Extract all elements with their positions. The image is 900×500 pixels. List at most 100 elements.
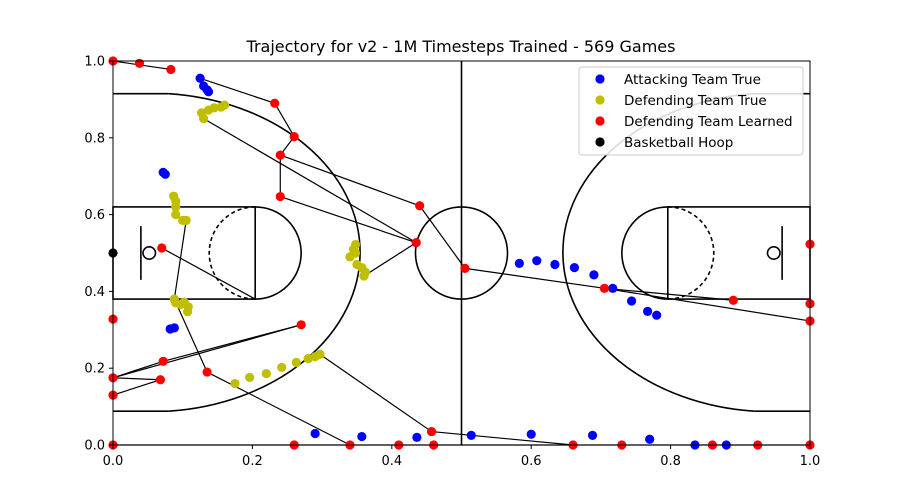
trajectory-lines: [112, 60, 811, 446]
defending-team-true-point: [199, 114, 209, 124]
attacking-team-true-point: [514, 258, 524, 268]
defending-team-learned-point: [275, 191, 285, 202]
defending-team-true-point: [209, 103, 219, 113]
defending-team-learned-point: [134, 58, 145, 68]
x-tick-label: 0.2: [242, 454, 263, 469]
legend-label: Defending Team Learned: [624, 114, 793, 130]
trajectory-line: [112, 377, 161, 381]
legend: Attacking Team True Defending Team True De…: [578, 66, 804, 156]
chart-title: Trajectory for v2 - 1M Timesteps Trained…: [246, 37, 676, 56]
attacking-team-true-point: [195, 73, 205, 83]
trajectory-line: [431, 430, 574, 446]
attacking-team-true-point: [412, 432, 422, 442]
y-tick-label: 0.0: [84, 439, 105, 454]
attacking-team-true-point: [160, 169, 170, 179]
attacking-team-true-point: [466, 430, 476, 440]
defending-team-true-point: [303, 354, 313, 364]
y-tick-label: 0.8: [84, 131, 105, 146]
trajectory-line: [199, 77, 275, 104]
x-tick-label: 0.4: [381, 454, 402, 469]
rim-right: [766, 246, 781, 260]
defending-team-true-point: [350, 239, 361, 250]
attacking-team-true-point: [589, 270, 599, 280]
trajectory-line: [173, 220, 187, 300]
rim-left: [142, 246, 157, 260]
x-tick-label: 0.6: [521, 454, 542, 469]
attacking-team-true-point: [569, 262, 580, 273]
defending-team-learned-point: [599, 283, 609, 293]
free-throw-arc-left-solid: [255, 206, 302, 300]
trajectory-line: [604, 287, 734, 301]
defending-team-true-point: [315, 349, 325, 359]
attacking-team-true-point: [652, 310, 662, 320]
free-throw-arc-right-dashed: [667, 206, 715, 300]
paint-right: [667, 206, 811, 300]
defending-team-true-point: [359, 271, 369, 281]
legend-marker: [595, 95, 605, 105]
x-tick-label: 0.0: [103, 454, 124, 469]
defending-team-learned-point: [728, 295, 738, 305]
attacking-team-true-point: [203, 87, 214, 97]
attacking-team-true-point: [645, 434, 655, 444]
attacking-team-true-point: [526, 429, 536, 439]
legend-label: Defending Team True: [624, 93, 767, 109]
defending-team-learned-point: [275, 150, 285, 160]
legend-label: Attacking Team True: [624, 72, 761, 88]
legend-marker: [595, 137, 605, 147]
attacking-team-true-point: [169, 323, 179, 333]
trajectory-line: [112, 379, 161, 396]
defending-team-true-point: [219, 100, 230, 110]
attacking-team-true-point: [626, 296, 637, 306]
trajectory-line: [206, 371, 351, 446]
defending-team-learned-point: [460, 263, 470, 273]
attacking-team-true-point: [310, 428, 320, 439]
defending-team-learned-point: [296, 320, 306, 330]
trajectory-line: [363, 242, 417, 277]
defending-team-true-point: [277, 362, 287, 373]
defending-team-learned-point: [289, 132, 299, 142]
attacking-team-true-point: [550, 259, 560, 270]
attacking-team-true-point: [532, 256, 542, 266]
legend-label: Basketball Hoop: [624, 135, 733, 151]
legend-box: [578, 66, 804, 156]
trajectory-line: [112, 324, 302, 379]
defending-team-learned-point: [270, 98, 280, 108]
axes: 0.0 0.2 0.4 0.6 0.8 1.0 0.0 0.2 0.4 0.6 0.8 1.0: [84, 55, 820, 470]
defending-team-learned-point: [155, 375, 165, 385]
trajectory-line: [280, 195, 417, 244]
defending-team-learned-point: [426, 426, 437, 437]
plot-frame: [112, 60, 811, 446]
defending-team-true-point: [181, 215, 191, 225]
attacking-team-true-point: [587, 430, 598, 440]
attacking-team-true-point: [642, 306, 653, 316]
y-tick-label: 0.2: [84, 362, 105, 377]
free-throw-arc-left-dashed: [208, 206, 256, 300]
data-points: [108, 56, 815, 450]
trajectory-line: [203, 118, 417, 244]
defending-team-learned-point: [415, 201, 425, 211]
x-tick-label: 1.0: [800, 454, 821, 469]
attacking-team-true-point: [608, 283, 618, 293]
defending-team-true-point: [171, 210, 181, 220]
defending-team-learned-point: [158, 356, 168, 366]
trajectory-line: [419, 205, 466, 269]
center-circle: [414, 206, 509, 300]
defending-team-learned-point: [157, 243, 167, 253]
defending-team-learned-point: [166, 64, 176, 75]
defending-team-true-point: [291, 357, 301, 368]
free-throw-arc-right-solid: [621, 206, 668, 300]
trajectory-line: [464, 267, 605, 289]
defending-team-true-point: [245, 372, 255, 383]
y-tick-label: 0.4: [84, 285, 105, 300]
trajectory-line: [319, 353, 432, 433]
trajectory-line: [274, 102, 295, 137]
three-point-arc-left: [168, 92, 361, 413]
x-tick-label: 0.8: [660, 454, 681, 469]
defending-team-learned-point: [202, 367, 212, 377]
legend-marker: [595, 116, 605, 126]
legend-marker: [595, 74, 605, 84]
defending-team-true-point: [261, 368, 271, 379]
defending-team-true-point: [230, 378, 240, 389]
y-tick-label: 0.6: [84, 208, 105, 223]
